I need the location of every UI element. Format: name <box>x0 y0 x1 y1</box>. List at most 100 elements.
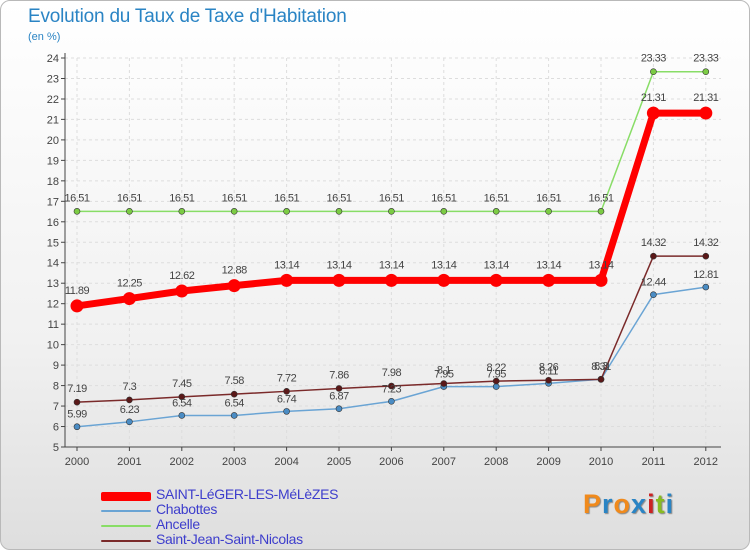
data-label: 6.54 <box>172 397 192 409</box>
data-label: 12.88 <box>222 265 247 277</box>
data-label: 7.98 <box>382 367 402 379</box>
legend-swatch <box>101 540 151 542</box>
data-label: 13.14 <box>274 259 299 271</box>
data-label: 8.22 <box>486 362 506 374</box>
y-tick-label: 24 <box>47 53 59 65</box>
y-tick-label: 13 <box>47 278 59 290</box>
y-tick-label: 18 <box>47 176 59 188</box>
data-point <box>73 398 81 406</box>
data-point <box>492 208 500 215</box>
data-label: 7.86 <box>329 369 349 381</box>
data-label: 6.74 <box>277 393 297 405</box>
y-tick-label: 16 <box>47 217 59 229</box>
y-tick-label: 14 <box>47 258 59 270</box>
data-label: 7.95 <box>486 369 506 381</box>
data-label: 16.51 <box>326 192 351 204</box>
x-tick-label: 2009 <box>536 456 560 468</box>
data-point <box>73 208 81 215</box>
data-label: 13.14 <box>431 259 456 271</box>
data-point <box>126 208 133 215</box>
logo-letter: o <box>613 489 632 519</box>
legend-label: Ancelle <box>156 516 200 532</box>
data-point <box>283 408 290 415</box>
data-point <box>126 396 133 404</box>
y-tick-label: 8 <box>53 381 59 393</box>
legend-label: SAINT-LéGER-LES-MéLèZES <box>156 486 339 502</box>
data-label: 16.51 <box>431 192 456 204</box>
data-point <box>545 208 552 215</box>
legend-swatch <box>101 525 151 527</box>
logo-letter: x <box>631 489 648 519</box>
y-tick-label: 9 <box>53 360 59 372</box>
data-point <box>492 377 500 385</box>
x-tick-label: 2001 <box>117 456 141 468</box>
data-point <box>335 405 343 413</box>
data-point <box>175 284 189 298</box>
legend-label: Saint-Jean-Saint-Nicolas <box>156 531 303 547</box>
data-label: 13.14 <box>326 259 351 271</box>
data-point <box>230 390 238 398</box>
x-tick-label: 2006 <box>379 456 403 468</box>
logo-letter: i <box>647 489 656 519</box>
data-point <box>440 380 448 387</box>
data-point <box>122 292 136 306</box>
logo-letter: r <box>602 489 614 519</box>
data-point <box>597 376 605 383</box>
data-point <box>594 273 608 287</box>
data-point <box>178 393 186 401</box>
data-label: 13.14 <box>484 259 509 271</box>
data-point <box>699 106 713 120</box>
data-point <box>178 412 186 419</box>
data-label: 6.23 <box>120 404 140 416</box>
data-point <box>230 208 238 215</box>
data-label: 16.51 <box>222 192 247 204</box>
data-point <box>489 273 503 287</box>
legend-label: Chabottes <box>156 501 218 517</box>
y-tick-label: 10 <box>47 340 59 352</box>
data-label: 7.19 <box>67 383 87 395</box>
data-point <box>73 423 81 431</box>
x-tick-label: 2011 <box>642 456 666 468</box>
data-label: 16.51 <box>379 192 404 204</box>
y-tick-label: 15 <box>47 237 59 249</box>
data-point <box>702 68 710 76</box>
data-label: 6.87 <box>329 391 349 403</box>
data-point <box>702 283 710 291</box>
x-tick-label: 2005 <box>327 456 351 468</box>
data-point <box>545 376 552 384</box>
data-point <box>227 279 241 293</box>
data-label: 7.3 <box>123 381 137 393</box>
logo-letter: t <box>655 489 666 519</box>
y-tick-label: 7 <box>53 401 59 413</box>
data-label: 16.51 <box>588 192 613 204</box>
data-label: 16.51 <box>64 192 89 204</box>
data-point <box>283 388 290 395</box>
data-point <box>388 382 395 390</box>
data-label: 12.44 <box>641 277 666 289</box>
data-point <box>650 291 657 298</box>
data-point <box>650 252 657 260</box>
data-label: 8.1 <box>437 365 451 377</box>
data-label: 14.32 <box>693 237 718 249</box>
data-label: 12.62 <box>169 270 194 282</box>
data-point <box>280 273 294 287</box>
data-point <box>702 252 710 260</box>
data-label: 16.51 <box>274 192 299 204</box>
y-tick-label: 5 <box>53 442 59 454</box>
data-point <box>646 106 660 120</box>
data-label: 8.3 <box>594 360 608 372</box>
data-label: 7.45 <box>172 378 192 390</box>
y-tick-label: 23 <box>47 73 59 85</box>
data-label: 23.33 <box>693 53 718 65</box>
logo-letter: i <box>665 489 675 519</box>
data-label: 7.95 <box>434 369 454 381</box>
y-tick-label: 20 <box>47 135 59 147</box>
data-point <box>178 208 186 215</box>
data-point <box>650 68 657 76</box>
data-label: 11.89 <box>65 285 90 297</box>
data-label: 16.51 <box>484 192 509 204</box>
legend-swatch <box>101 492 151 501</box>
y-tick-label: 12 <box>47 299 59 311</box>
